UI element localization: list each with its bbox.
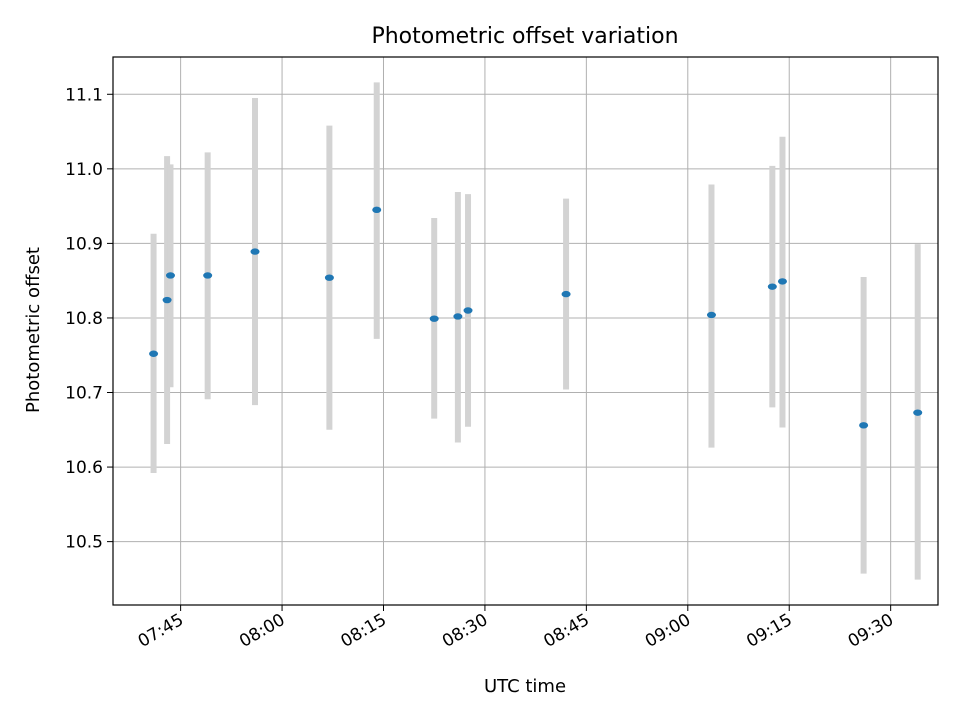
data-point xyxy=(203,272,213,279)
y-tick-label: 10.6 xyxy=(65,458,103,478)
y-axis-ticks: 10.5 10.6 10.7 10.8 10.9 11.0 11.1 xyxy=(65,85,113,553)
plot-frame xyxy=(112,56,939,606)
data-point xyxy=(165,272,175,279)
data-point xyxy=(777,278,787,285)
data-point xyxy=(324,274,334,281)
data-point xyxy=(149,350,159,357)
data-point xyxy=(859,422,869,429)
y-tick-label: 10.5 xyxy=(65,533,103,553)
y-tick-label: 10.8 xyxy=(65,309,103,329)
y-tick-label: 11.1 xyxy=(65,85,103,105)
data-point xyxy=(767,283,777,290)
data-points xyxy=(149,206,923,429)
data-point xyxy=(250,248,260,255)
y-tick-label: 10.9 xyxy=(65,234,103,254)
grid xyxy=(113,57,938,605)
y-tick-label: 11.0 xyxy=(65,160,103,180)
chart-title: Photometric offset variation xyxy=(371,24,678,49)
data-point xyxy=(453,313,463,320)
data-point xyxy=(429,315,439,322)
data-point xyxy=(706,311,716,319)
x-axis-label: UTC time xyxy=(484,676,566,697)
data-point xyxy=(463,307,473,314)
data-point xyxy=(372,206,382,214)
data-point xyxy=(913,409,923,416)
data-point xyxy=(561,290,571,298)
y-tick-label: 10.7 xyxy=(65,384,103,404)
y-axis-label: Photometric offset xyxy=(23,247,44,413)
data-point xyxy=(162,296,172,304)
